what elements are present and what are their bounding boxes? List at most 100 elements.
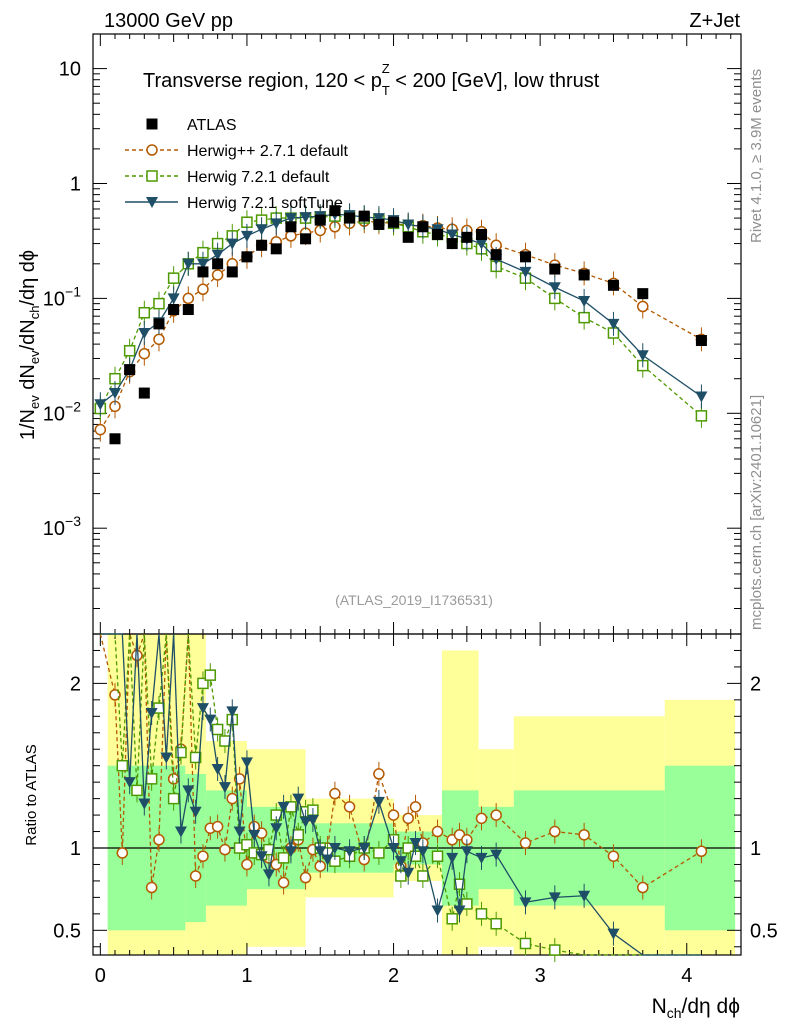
data-point <box>196 258 209 270</box>
data-point-atlas <box>461 231 473 243</box>
ratio-point <box>475 908 488 920</box>
legend-marker <box>146 170 158 182</box>
legend-marker <box>146 118 158 130</box>
ratio-point <box>607 928 620 940</box>
ratio-point <box>417 870 429 882</box>
ratio-point <box>416 846 429 858</box>
ratio-point <box>277 876 290 889</box>
x-axis-label: Nch/dη dϕ <box>652 995 740 1021</box>
ratio-point <box>461 898 473 910</box>
ratio-point <box>431 905 444 917</box>
data-point <box>519 266 532 278</box>
series-3 <box>94 202 708 417</box>
ratio-point <box>123 777 136 789</box>
data-point <box>94 423 107 436</box>
ratio-point <box>519 837 532 849</box>
ratio-point <box>160 752 173 764</box>
series-line-1 <box>99 220 702 431</box>
data-point-atlas <box>124 364 136 376</box>
ratio-point <box>241 858 253 871</box>
ratio-point <box>174 826 187 838</box>
ratio-point <box>329 787 341 800</box>
data-point <box>197 283 209 296</box>
data-point-atlas <box>578 269 590 281</box>
ratio-point <box>145 708 158 720</box>
data-point <box>182 258 195 270</box>
title-sup: Z <box>382 61 390 76</box>
ratio-point <box>299 871 312 884</box>
data-point <box>153 297 165 310</box>
data-point-atlas <box>549 263 561 275</box>
ratio-point <box>255 851 268 863</box>
data-point <box>607 318 620 330</box>
series-line-3 <box>99 213 702 405</box>
data-point-atlas <box>300 233 312 245</box>
data-point <box>402 219 415 231</box>
data-point-atlas <box>226 266 238 278</box>
ratio-point <box>204 669 217 681</box>
ratio-line-2 <box>100 633 702 956</box>
data-point <box>446 229 459 241</box>
ratio-point <box>175 746 187 759</box>
ratio-point <box>233 826 246 838</box>
ratio-point <box>263 843 275 856</box>
ratio-point <box>284 846 297 858</box>
ratio-point <box>402 812 414 825</box>
ratio-point <box>314 846 327 858</box>
ratio-point <box>138 798 151 810</box>
data-point-atlas <box>476 228 488 240</box>
ratio-point <box>343 801 356 813</box>
ratio-point <box>548 892 561 904</box>
ratio-point <box>116 847 129 859</box>
ratio-point <box>248 829 261 841</box>
ratio-point <box>387 809 400 821</box>
ratio-point <box>218 782 231 794</box>
header-right: Z+Jet <box>689 10 740 32</box>
ratio-point <box>241 838 253 851</box>
data-point-atlas <box>109 433 121 445</box>
title-rest: < 200 [GeV], low thrust <box>390 70 600 92</box>
ratio-point <box>116 759 129 772</box>
data-point-atlas <box>607 279 619 291</box>
data-point-atlas <box>270 243 282 255</box>
ratio-point <box>109 689 121 701</box>
ratio-point <box>490 917 502 930</box>
data-point <box>475 238 488 250</box>
data-point-atlas <box>358 210 370 222</box>
data-point-atlas <box>197 266 209 278</box>
data-point <box>153 333 165 346</box>
ratio-point <box>167 792 180 805</box>
ratio-point <box>277 801 290 813</box>
ratio-point <box>292 829 304 841</box>
data-point <box>695 391 708 403</box>
ratio-point <box>145 773 158 785</box>
data-point <box>372 213 385 225</box>
ratio-point <box>204 714 217 726</box>
ratio-point <box>226 792 239 805</box>
ratio-point <box>519 897 532 909</box>
rivet-label: Rivet 4.1.0, ≥ 3.9M events <box>748 69 765 243</box>
ratio-point <box>475 852 488 864</box>
data-point-atlas <box>256 239 268 251</box>
data-point <box>211 269 224 281</box>
y-tick-label-ratio-right: 1 <box>750 838 761 860</box>
legend: ATLAS Herwig++ 2.7.1 default Herwig 7.2.1 … <box>125 117 349 212</box>
x-tick-label: 1 <box>241 965 252 987</box>
ratio-point <box>402 867 415 879</box>
data-point-atlas <box>373 218 385 230</box>
data-point <box>226 238 239 250</box>
data-point <box>167 272 180 284</box>
data-point <box>636 350 649 362</box>
ratio-point <box>182 785 195 797</box>
ratio-point <box>211 820 224 833</box>
data-point-atlas <box>212 258 224 270</box>
ratio-point <box>328 843 341 854</box>
data-point <box>123 345 136 357</box>
ratio-point <box>453 905 466 917</box>
y-tick-label-main: 10−2 <box>43 398 81 425</box>
ratio-point <box>145 881 158 894</box>
data-point-atlas <box>637 288 649 300</box>
legend-marker <box>146 144 158 156</box>
x-tick-label: 0 <box>95 965 106 987</box>
